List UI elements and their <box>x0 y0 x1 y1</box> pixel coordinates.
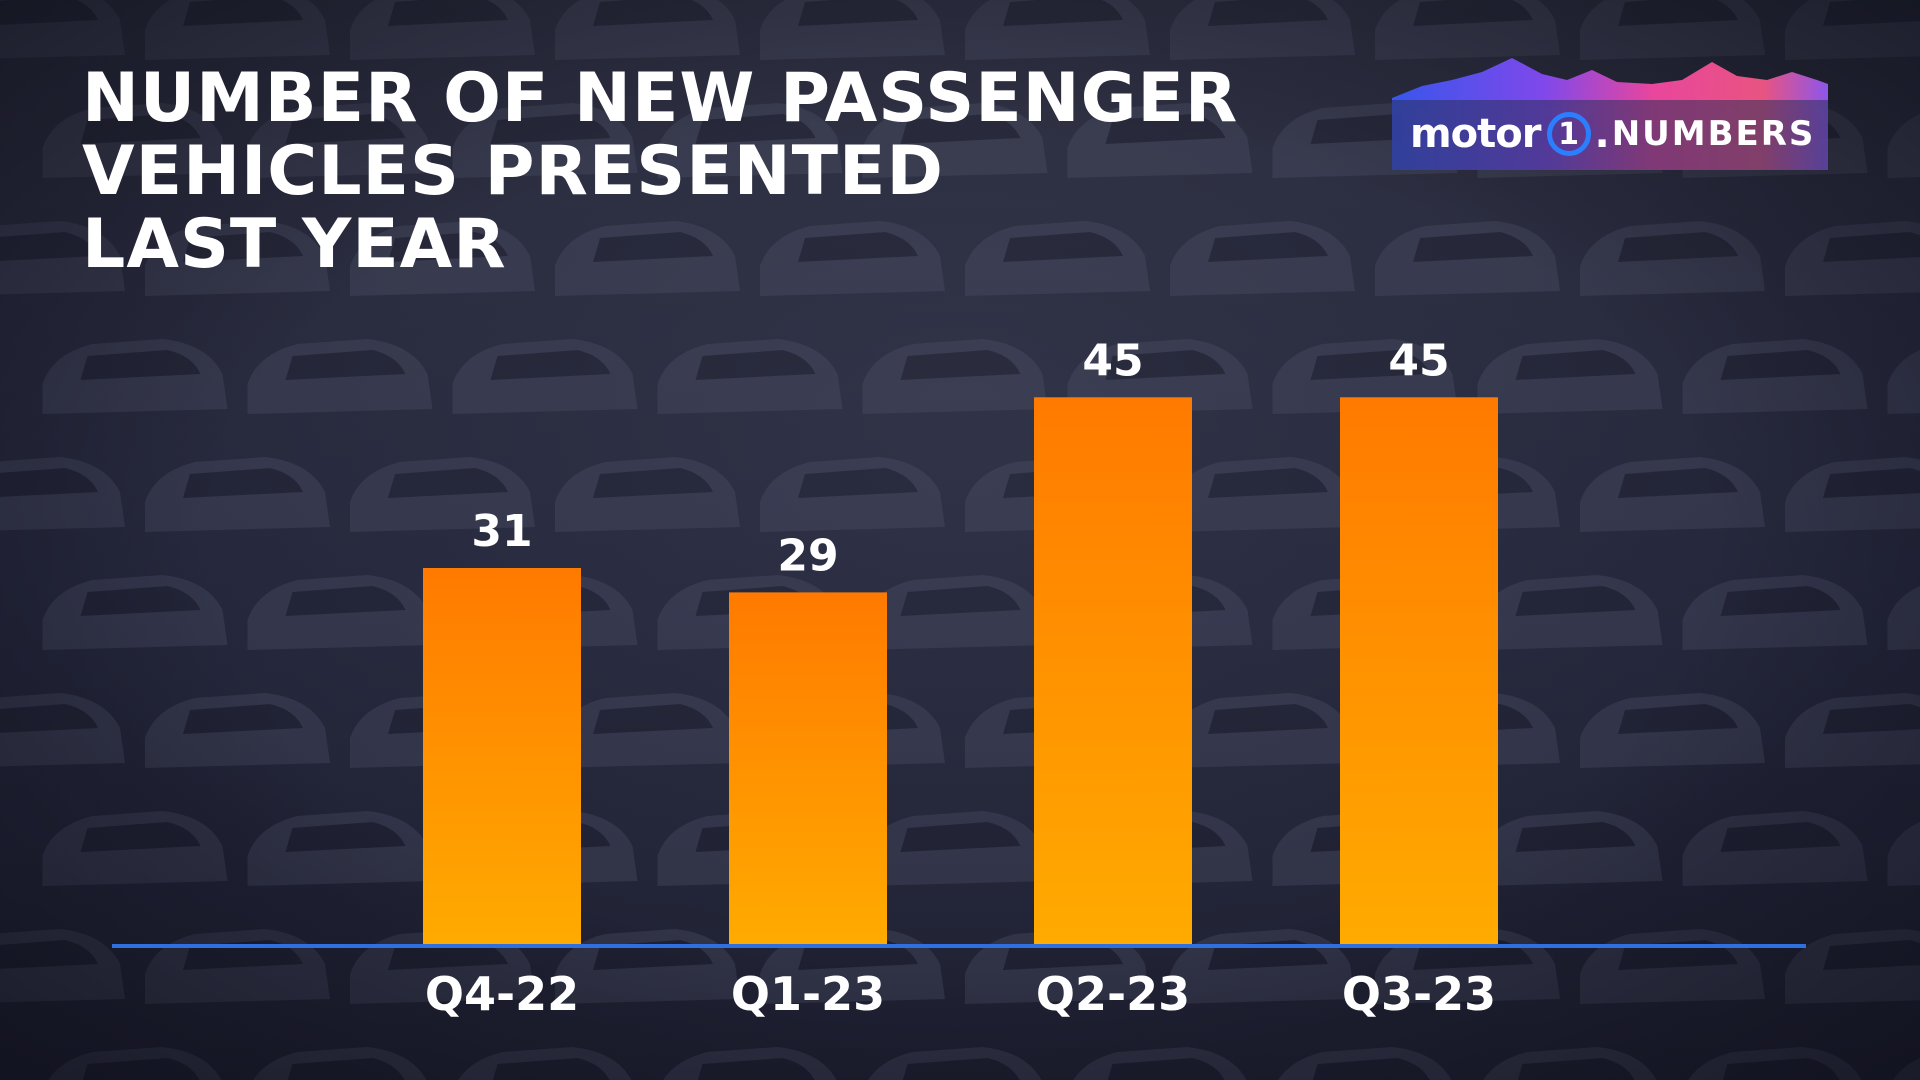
logo-one-circle: 1 <box>1546 112 1591 156</box>
data-label: 29 <box>777 530 838 581</box>
mountain-skyline-icon <box>1392 58 1828 170</box>
data-label: 31 <box>471 506 532 557</box>
bar-q3-23 <box>1340 397 1498 947</box>
logo-motor-text: motor <box>1410 111 1541 157</box>
chart-title: NUMBER OF NEW PASSENGER VEHICLES PRESENT… <box>82 59 1239 284</box>
bar-q2-23 <box>1034 397 1192 947</box>
x-tick-label: Q4-22 <box>425 967 579 1021</box>
bar-q4-22 <box>423 568 581 946</box>
logo-dot: . <box>1594 111 1610 157</box>
logo-numbers-text: NUMBERS <box>1611 114 1816 154</box>
x-tick-label: Q3-23 <box>1342 967 1496 1021</box>
x-tick-label: Q2-23 <box>1036 967 1190 1021</box>
data-label: 45 <box>1388 335 1449 386</box>
bar-q1-23 <box>729 592 887 946</box>
data-label: 45 <box>1082 335 1143 386</box>
x-tick-label: Q1-23 <box>731 967 885 1021</box>
motor1-numbers-logo: motor 1 . NUMBERS <box>1392 50 1828 170</box>
